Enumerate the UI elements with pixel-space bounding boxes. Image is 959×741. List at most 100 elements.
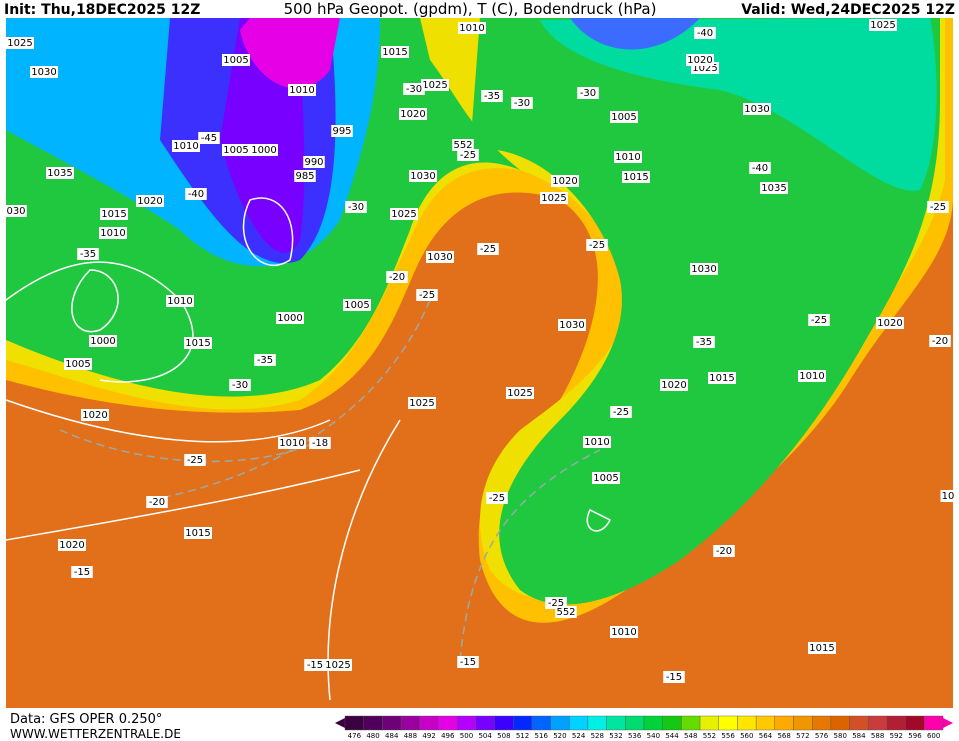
contour-label-box xyxy=(408,397,436,409)
colorbar-arrow-left xyxy=(335,718,345,728)
contour-label: 1020 xyxy=(59,540,84,551)
data-source: Data: GFS OPER 0.250° xyxy=(10,712,162,727)
colorbar-label: 568 xyxy=(777,732,790,740)
contour-label-box xyxy=(6,37,34,49)
colorbar-swatch xyxy=(868,715,888,731)
field-magenta xyxy=(240,18,340,89)
contour-label-box xyxy=(511,97,533,109)
contour-label: 1030 xyxy=(559,320,584,331)
colorbar-swatch xyxy=(793,715,813,731)
colorbar-arrow-right xyxy=(943,718,953,728)
contour-label-box xyxy=(331,125,353,137)
contour-label-box xyxy=(869,19,897,31)
contour-label-box xyxy=(386,271,408,283)
contour-label: -25 xyxy=(548,598,564,609)
contour-label: 1010 xyxy=(615,152,640,163)
colorbar-label: 536 xyxy=(628,732,642,740)
contour-label-box xyxy=(708,372,736,384)
contour-label-box xyxy=(694,27,716,39)
contour-label: -25 xyxy=(419,290,435,301)
contour-label: 552 xyxy=(556,607,575,618)
contour-label-box xyxy=(294,170,316,182)
contour-label: 1020 xyxy=(687,55,712,66)
colorbar-swatch xyxy=(382,715,402,731)
contour-label-box xyxy=(409,170,437,182)
contour-label-box xyxy=(506,387,534,399)
colorbar-swatch xyxy=(606,715,626,731)
valid-time: Valid: Wed,24DEC2025 12Z xyxy=(741,2,955,18)
contour-label: 1025 xyxy=(422,80,447,91)
colorbar-label: 476 xyxy=(348,732,362,740)
colorbar-swatch xyxy=(662,715,682,731)
contour-label-box xyxy=(610,111,638,123)
contour-label: -15 xyxy=(666,672,682,683)
colorbar-swatch xyxy=(438,715,458,731)
contour-label-box xyxy=(250,144,278,156)
colorbar-label: 552 xyxy=(703,732,716,740)
contour-label-box xyxy=(99,227,127,239)
colorbar-label: 488 xyxy=(404,732,417,740)
contour-label: 1020 xyxy=(877,318,902,329)
contour-label: 985 xyxy=(295,171,314,182)
colorbar-label: 484 xyxy=(385,732,399,740)
contour-label: 1000 xyxy=(251,145,276,156)
contour-label: 1025 xyxy=(391,209,416,220)
contour-label: 1005 xyxy=(223,145,248,156)
colorbar-swatch xyxy=(849,715,869,731)
colorbar-swatch xyxy=(905,715,925,731)
colorbar-label: 520 xyxy=(553,732,566,740)
contour-label: 1010 xyxy=(289,85,314,96)
contour-label-box xyxy=(477,243,499,255)
contour-label-box xyxy=(929,335,951,347)
contour-label-box xyxy=(185,188,207,200)
colorbar-swatch xyxy=(830,715,850,731)
contour-label: -20 xyxy=(716,546,732,557)
contour-label: 1020 xyxy=(400,109,425,120)
colorbar-label: 600 xyxy=(927,732,940,740)
contour-label: 1005 xyxy=(593,473,618,484)
contour-label-box xyxy=(808,642,836,654)
contour-label: 1015 xyxy=(185,338,210,349)
contour-label-box xyxy=(222,144,250,156)
colorbar-label: 596 xyxy=(908,732,922,740)
colorbar-label: 544 xyxy=(665,732,679,740)
field-cyan xyxy=(540,18,937,191)
contour-label: 1025 xyxy=(507,388,532,399)
colorbar-label: 512 xyxy=(516,732,529,740)
contour-label: -30 xyxy=(406,84,422,95)
contour-label: -20 xyxy=(932,336,948,347)
contour-label: 1005 xyxy=(611,112,636,123)
contour-label: 1025 xyxy=(7,38,32,49)
contour-label-box xyxy=(198,132,220,144)
contour-label-box xyxy=(390,208,418,220)
contour-label-box xyxy=(71,566,93,578)
contour-label: -25 xyxy=(589,240,605,251)
contour-label: -30 xyxy=(232,380,248,391)
colorbar-swatch xyxy=(363,715,383,731)
contour-label: 1015 xyxy=(101,209,126,220)
contour-label-box xyxy=(760,182,788,194)
contour-label: -25 xyxy=(480,244,496,255)
contour-label: 1015 xyxy=(709,373,734,384)
colorbar-swatch xyxy=(924,715,944,731)
contour-label-box xyxy=(713,545,735,557)
contour-label: -40 xyxy=(697,28,713,39)
contour-label: 1030 xyxy=(744,104,769,115)
contour-label-box xyxy=(30,66,58,78)
contour-label: -25 xyxy=(489,493,505,504)
field-blue-north xyxy=(570,18,700,50)
contour-label: 030 xyxy=(6,206,25,217)
colorbar-label: 572 xyxy=(796,732,809,740)
contour-label-box xyxy=(229,379,251,391)
contour-label-box xyxy=(304,659,326,671)
contour-label-box xyxy=(421,79,449,91)
contour-label-box xyxy=(693,336,715,348)
contour-label: -30 xyxy=(348,202,364,213)
contour-label: -18 xyxy=(312,438,328,449)
contour-label: 1010 xyxy=(799,371,824,382)
contour-label-box xyxy=(577,87,599,99)
contour-label-box xyxy=(610,406,632,418)
contour-label: -35 xyxy=(257,355,273,366)
contour-label: -15 xyxy=(74,567,90,578)
contour-label: -35 xyxy=(484,91,500,102)
